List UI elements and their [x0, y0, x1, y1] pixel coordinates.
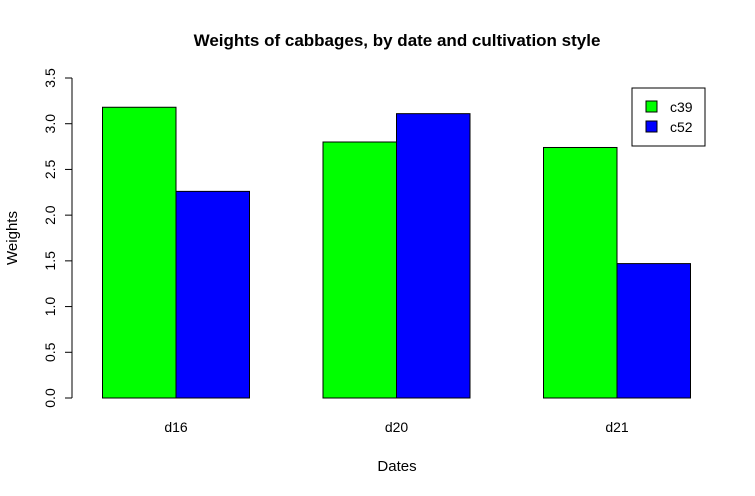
x-tick-label: d16: [164, 419, 188, 435]
legend-label-c39: c39: [670, 99, 693, 115]
legend-swatch-c39: [645, 100, 658, 113]
y-tick-label: 1.5: [42, 251, 58, 271]
y-axis: 0.0 0.5 1.0 1.5 2.0 2.5 3.0 3.5: [42, 68, 73, 408]
y-tick-label: 3.5: [42, 68, 58, 88]
bars: [102, 106, 691, 399]
bar-c52-d16: [175, 190, 250, 399]
bar-c52-d20: [396, 113, 471, 399]
bar-c39-d20: [322, 141, 397, 399]
legend-swatch-c52: [645, 120, 658, 133]
y-tick-label: 3.0: [42, 114, 58, 134]
legend-box: [631, 87, 706, 147]
x-axis-ticks: d16 d20 d21: [164, 419, 629, 435]
legend-label-c52: c52: [670, 119, 693, 135]
bar-c52-d21: [616, 263, 691, 399]
x-axis-label: Dates: [377, 458, 416, 475]
y-tick-label: 0.0: [42, 388, 58, 408]
bar-c39-d21: [543, 146, 618, 399]
bar-c39-d16: [102, 106, 177, 399]
y-tick-label: 1.0: [42, 297, 58, 317]
chart-title: Weights of cabbages, by date and cultiva…: [194, 31, 601, 50]
x-tick-label: d21: [605, 419, 629, 435]
y-axis-label: Weights: [4, 211, 21, 265]
y-tick-label: 2.0: [42, 205, 58, 225]
y-tick-label: 2.5: [42, 159, 58, 179]
y-tick-label: 0.5: [42, 342, 58, 362]
x-tick-label: d20: [385, 419, 409, 435]
